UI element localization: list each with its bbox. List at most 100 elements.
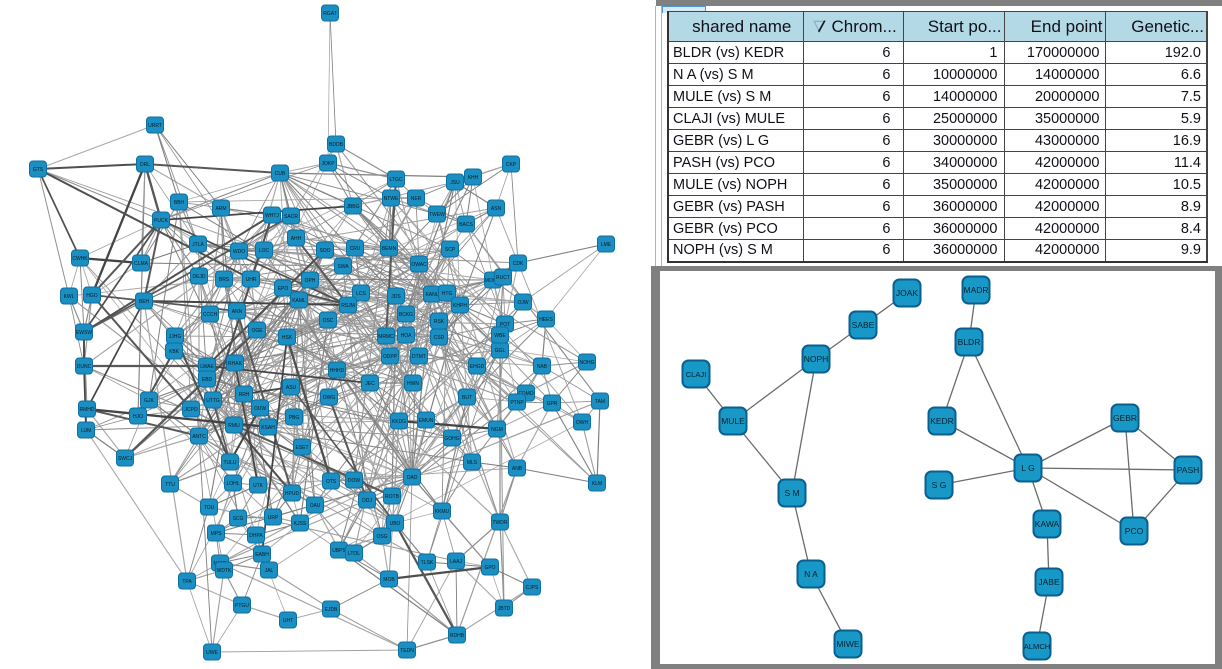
svg-text:WDTK: WDTK <box>217 568 232 574</box>
svg-text:SCG: SCG <box>233 516 244 522</box>
svg-text:CLMA: CLMA <box>134 261 149 267</box>
svg-text:LTOL: LTOL <box>348 551 360 557</box>
svg-text:HWN: HWN <box>407 381 419 387</box>
svg-text:RRH: RRH <box>239 392 250 398</box>
svg-text:MLS: MLS <box>467 460 478 466</box>
svg-text:KEDR: KEDR <box>930 416 954 426</box>
svg-text:KSAH: KSAH <box>261 425 275 431</box>
svg-text:UBPS: UBPS <box>332 548 346 554</box>
svg-text:HEES: HEES <box>539 317 553 323</box>
svg-text:EPO: EPO <box>278 286 289 292</box>
svg-text:OSC: OSC <box>323 318 334 324</box>
svg-text:KBK: KBK <box>169 349 180 355</box>
svg-text:PUCK: PUCK <box>154 218 169 224</box>
svg-text:OWG: OWG <box>323 395 336 401</box>
svg-text:EJDB: EJDB <box>325 607 338 613</box>
svg-text:BUT: BUT <box>462 395 472 401</box>
svg-text:OWH: OWH <box>576 420 589 426</box>
svg-text:KHPH: KHPH <box>453 303 467 309</box>
svg-text:GTS: GTS <box>33 167 44 173</box>
svg-text:LTGC: LTGC <box>390 177 403 183</box>
svg-text:ODPP: ODPP <box>383 354 398 360</box>
svg-text:LUM: LUM <box>81 428 92 434</box>
svg-text:BEMN: BEMN <box>382 246 397 252</box>
svg-text:JTLA: JTLA <box>192 242 204 248</box>
svg-text:NGM: NGM <box>491 427 503 433</box>
svg-text:KANL: KANL <box>425 292 438 298</box>
svg-text:GPO: GPO <box>484 565 495 571</box>
svg-text:WBE: WBE <box>494 333 506 339</box>
svg-text:TEDN: TEDN <box>400 648 414 654</box>
svg-text:DOW: DOW <box>348 478 361 484</box>
svg-text:DDJ: DDJ <box>362 498 372 504</box>
svg-text:DRL: DRL <box>140 162 150 168</box>
svg-text:UTTG: UTTG <box>206 398 220 404</box>
svg-text:CLAJI: CLAJI <box>686 370 707 379</box>
svg-text:EMUN: EMUN <box>419 418 434 424</box>
svg-text:MRMC: MRMC <box>378 334 394 340</box>
svg-text:JOAK: JOAK <box>896 288 919 298</box>
svg-text:GGL: GGL <box>495 348 506 354</box>
svg-text:CWHK: CWHK <box>72 256 88 262</box>
svg-text:RSK: RSK <box>434 319 445 325</box>
svg-text:KJSS: KJSS <box>294 521 307 527</box>
svg-text:UHT: UHT <box>283 618 293 624</box>
svg-text:HSK: HSK <box>282 335 293 341</box>
svg-text:N A: N A <box>804 569 818 579</box>
svg-text:LOHL: LOHL <box>226 481 239 487</box>
svg-text:BEH: BEH <box>139 299 150 305</box>
svg-text:MPS: MPS <box>211 531 223 537</box>
svg-text:EHGD: EHGD <box>470 364 485 370</box>
svg-text:JSU: JSU <box>450 180 460 186</box>
svg-text:OSG: OSG <box>376 534 387 540</box>
svg-text:RUCT: RUCT <box>496 275 510 281</box>
svg-text:KKMU: KKMU <box>435 509 450 515</box>
svg-text:PBG: PBG <box>289 415 300 421</box>
svg-text:CRU: CRU <box>350 246 361 252</box>
svg-text:OAD: OAD <box>407 475 418 481</box>
svg-text:HJO: HJO <box>133 414 143 420</box>
svg-text:HGO: HGO <box>86 293 98 299</box>
svg-text:CCCH: CCCH <box>203 312 218 318</box>
svg-text:ANTC: ANTC <box>192 434 206 440</box>
svg-text:SOO: SOO <box>319 248 330 254</box>
svg-text:CSD: CSD <box>434 335 445 341</box>
svg-text:CJPS: CJPS <box>526 585 539 591</box>
svg-text:ANB: ANB <box>512 466 523 472</box>
svg-text:TPA: TPA <box>182 579 192 585</box>
svg-text:TWEW: TWEW <box>429 212 445 218</box>
svg-text:PASH: PASH <box>1177 465 1200 475</box>
svg-text:PCO: PCO <box>1125 526 1144 536</box>
svg-text:BDDB: BDDB <box>329 142 344 148</box>
svg-text:RMHD: RMHD <box>80 407 95 413</box>
svg-text:BCKG: BCKG <box>399 312 413 318</box>
svg-text:MADR: MADR <box>963 285 988 295</box>
svg-text:TTU: TTU <box>165 482 175 488</box>
svg-text:EBD: EBD <box>202 377 213 383</box>
svg-text:RDHB: RDHB <box>450 633 465 639</box>
svg-text:WDO: WDO <box>233 249 245 255</box>
svg-text:RSJM: RSJM <box>341 303 355 309</box>
svg-text:UWE: UWE <box>206 650 218 656</box>
svg-text:JJHG: JJHG <box>169 334 182 340</box>
svg-text:JCPO: JCPO <box>184 407 197 413</box>
svg-text:EABH: EABH <box>255 552 269 558</box>
svg-text:OAU: OAU <box>310 503 321 509</box>
svg-text:MOWR: MOWR <box>485 278 502 284</box>
svg-text:KAML: KAML <box>292 298 306 304</box>
svg-text:CUB: CUB <box>275 171 286 177</box>
svg-text:JABE: JABE <box>1038 577 1060 587</box>
svg-text:WHTJ: WHTJ <box>265 213 279 219</box>
svg-text:UTK: UTK <box>253 483 264 489</box>
svg-text:PTGU: PTGU <box>235 603 249 609</box>
svg-text:TAM: TAM <box>595 399 605 405</box>
svg-text:HOA: HOA <box>401 333 413 339</box>
svg-text:RMU: RMU <box>228 423 240 429</box>
svg-text:KLM: KLM <box>592 481 602 487</box>
svg-text:RHAK: RHAK <box>228 361 243 367</box>
svg-text:BACS: BACS <box>459 222 473 228</box>
svg-text:HHHD: HHHD <box>330 368 345 374</box>
svg-text:HPUD: HPUD <box>285 491 300 497</box>
svg-text:KHH: KHH <box>468 175 479 181</box>
svg-text:ESET: ESET <box>295 445 308 451</box>
